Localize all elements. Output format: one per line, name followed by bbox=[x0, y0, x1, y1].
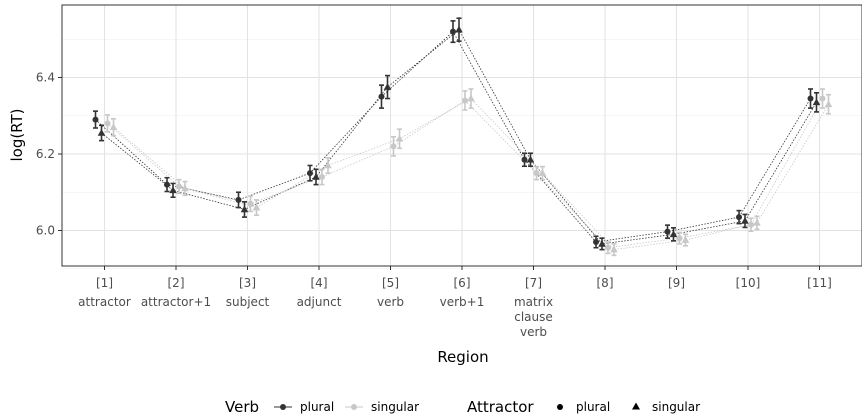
point-plural-verb-plural-attractor bbox=[807, 95, 814, 102]
x-tick-label: [10] bbox=[736, 276, 761, 290]
point-singular-verb-plural-attractor bbox=[462, 97, 468, 104]
point-singular-verb-singular-attractor bbox=[252, 203, 261, 211]
series-connector-singular-verb-plural-attractor bbox=[107, 98, 823, 249]
legend-verb-plural-dot bbox=[280, 404, 286, 410]
x-tick-sublabel: clause bbox=[514, 310, 553, 324]
point-plural-verb-plural-attractor bbox=[307, 170, 313, 177]
legend-verb-title: Verb bbox=[225, 398, 259, 415]
point-plural-verb-plural-attractor bbox=[664, 228, 671, 235]
y-tick-label: 6.2 bbox=[36, 147, 55, 161]
point-singular-verb-plural-attractor bbox=[104, 120, 111, 127]
point-plural-verb-singular-attractor bbox=[526, 155, 535, 163]
point-singular-verb-singular-attractor bbox=[324, 161, 332, 169]
point-plural-verb-singular-attractor bbox=[812, 98, 821, 106]
point-plural-verb-plural-attractor bbox=[378, 93, 385, 100]
legend-attractor-plural-dot bbox=[557, 404, 563, 410]
legend-attractor-singular-triangle bbox=[632, 402, 640, 410]
x-tick-label: [2] bbox=[168, 276, 185, 290]
point-singular-verb-singular-attractor bbox=[753, 218, 761, 226]
point-singular-verb-singular-attractor bbox=[109, 123, 118, 131]
point-singular-verb-singular-attractor bbox=[395, 134, 404, 142]
legend-attractor-title: Attractor bbox=[467, 398, 534, 415]
plot-border bbox=[61, 4, 862, 267]
point-singular-verb-singular-attractor bbox=[610, 245, 618, 253]
x-tick-sublabel: verb bbox=[377, 295, 404, 309]
point-singular-verb-singular-attractor bbox=[681, 236, 690, 243]
x-tick-sublabel: verb bbox=[520, 325, 547, 339]
point-singular-verb-singular-attractor bbox=[538, 169, 547, 176]
x-tick-label: [11] bbox=[807, 276, 832, 290]
x-axis: [1] attractor [2] attractor+1 [3] subject [4] a… bbox=[78, 266, 832, 339]
point-singular-verb-plural-attractor bbox=[819, 95, 826, 102]
point-plural-verb-singular-attractor bbox=[669, 230, 678, 238]
x-tick-label: [8] bbox=[597, 276, 614, 290]
legend: Verb plural singular Attractor plural si… bbox=[225, 398, 700, 415]
point-singular-verb-plural-attractor bbox=[176, 183, 182, 190]
point-singular-verb-singular-attractor bbox=[181, 184, 189, 192]
point-plural-verb-singular-attractor bbox=[312, 172, 320, 180]
x-tick-label: [3] bbox=[239, 276, 256, 290]
x-tick-sublabel: matrix bbox=[514, 295, 553, 309]
point-singular-verb-plural-attractor bbox=[676, 235, 683, 242]
point-plural-verb-plural-attractor bbox=[92, 116, 99, 123]
legend-attractor-singular-label: singular bbox=[652, 400, 700, 414]
point-plural-verb-plural-attractor bbox=[521, 156, 528, 163]
point-plural-verb-plural-attractor bbox=[235, 196, 242, 203]
x-tick-label: [1] bbox=[96, 276, 113, 290]
point-plural-verb-plural-attractor bbox=[593, 238, 599, 245]
point-singular-verb-singular-attractor bbox=[467, 94, 475, 102]
point-plural-verb-singular-attractor bbox=[240, 205, 249, 213]
point-singular-verb-plural-attractor bbox=[605, 244, 611, 251]
legend-attractor-plural-label: plural bbox=[576, 400, 610, 414]
y-axis: 6.0 6.2 6.4 bbox=[36, 71, 62, 238]
y-tick-label: 6.0 bbox=[36, 224, 55, 238]
y-tick-label: 6.4 bbox=[36, 71, 55, 85]
x-tick-sublabel: subject bbox=[226, 295, 270, 309]
x-tick-label: [5] bbox=[382, 276, 399, 290]
y-axis-title: log(RT) bbox=[8, 108, 26, 161]
x-tick-label: [9] bbox=[668, 276, 685, 290]
legend-verb-singular-dot bbox=[351, 404, 357, 410]
grid bbox=[62, 5, 862, 270]
x-tick-label: [7] bbox=[525, 276, 542, 290]
x-tick-sublabel: verb+1 bbox=[440, 295, 485, 309]
legend-verb-plural-label: plural bbox=[300, 400, 334, 414]
point-singular-verb-plural-attractor bbox=[319, 173, 325, 180]
point-plural-verb-plural-attractor bbox=[736, 214, 742, 221]
point-singular-verb-plural-attractor bbox=[533, 170, 540, 177]
x-tick-sublabel: attractor bbox=[78, 295, 131, 309]
point-plural-verb-plural-attractor bbox=[164, 181, 170, 188]
point-plural-verb-singular-attractor bbox=[169, 186, 177, 194]
point-plural-verb-singular-attractor bbox=[598, 239, 606, 247]
point-singular-verb-plural-attractor bbox=[748, 221, 754, 228]
point-singular-verb-plural-attractor bbox=[247, 200, 254, 207]
point-plural-verb-singular-attractor bbox=[383, 83, 392, 90]
legend-verb-singular-label: singular bbox=[371, 400, 419, 414]
x-tick-label: [4] bbox=[311, 276, 328, 290]
point-plural-verb-singular-attractor bbox=[455, 25, 463, 33]
point-plural-verb-singular-attractor bbox=[741, 216, 749, 224]
point-singular-verb-plural-attractor bbox=[390, 143, 397, 150]
x-tick-label: [6] bbox=[454, 276, 471, 290]
x-tick-sublabel: adjunct bbox=[297, 295, 342, 309]
x-axis-title: Region bbox=[437, 348, 488, 366]
point-plural-verb-singular-attractor bbox=[97, 128, 106, 136]
x-tick-sublabel: attractor+1 bbox=[141, 295, 211, 309]
point-singular-verb-singular-attractor bbox=[824, 100, 833, 108]
point-plural-verb-plural-attractor bbox=[450, 28, 456, 35]
data-marks bbox=[92, 17, 833, 257]
